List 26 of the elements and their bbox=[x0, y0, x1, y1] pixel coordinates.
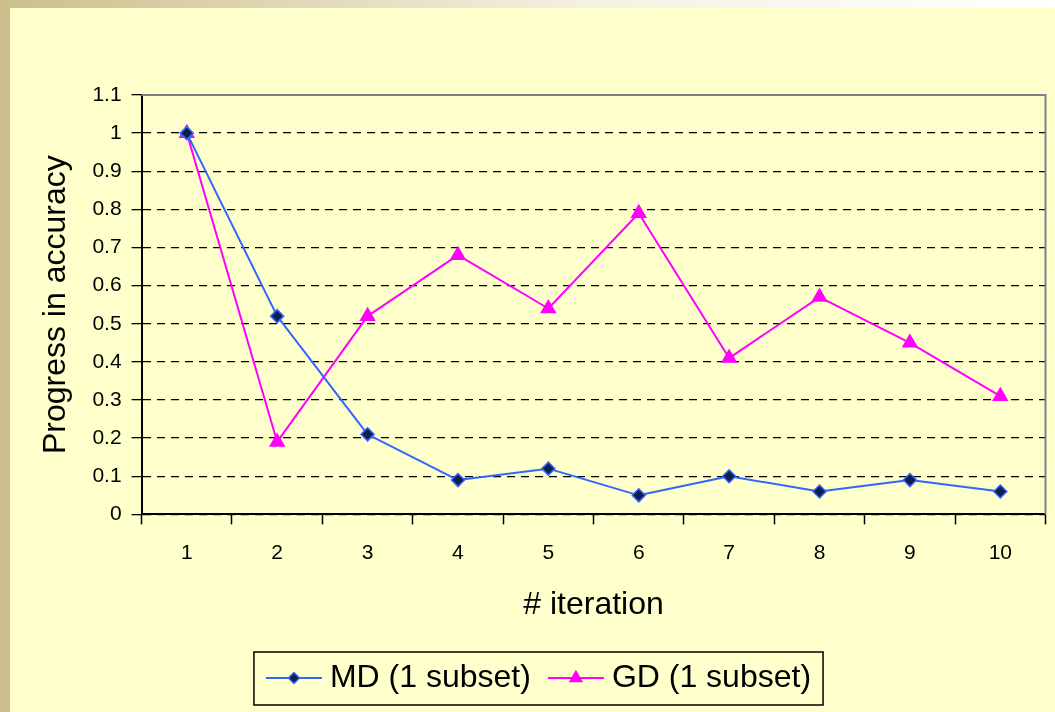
x-tick-label: 10 bbox=[988, 539, 1012, 563]
y-tick-label: 1 bbox=[109, 119, 122, 143]
x-tick-label: 4 bbox=[452, 539, 465, 563]
y-tick-label: 0.6 bbox=[92, 272, 122, 296]
x-tick-label: 6 bbox=[632, 539, 645, 563]
y-tick-label: 0.7 bbox=[92, 234, 122, 258]
y-tick-label: 0.9 bbox=[92, 158, 122, 182]
legend-label: MD (1 subset) bbox=[329, 657, 531, 694]
x-axis-title: # iteration bbox=[523, 584, 664, 621]
x-tick-label: 3 bbox=[361, 539, 374, 563]
y-tick-label: 0 bbox=[109, 501, 122, 525]
y-tick-label: 0.2 bbox=[92, 424, 122, 448]
x-tick-label: 1 bbox=[180, 539, 193, 563]
x-tick-label: 9 bbox=[904, 539, 916, 563]
y-tick-label: 0.8 bbox=[92, 196, 122, 220]
y-tick-label: 0.1 bbox=[92, 463, 122, 487]
x-tick-label: 8 bbox=[813, 539, 826, 563]
y-tick-label: 0.5 bbox=[92, 310, 122, 334]
legend-label: GD (1 subset) bbox=[611, 657, 812, 694]
x-tick-label: 5 bbox=[542, 539, 555, 563]
y-tick-label: 0.4 bbox=[92, 348, 122, 372]
x-tick-label: 7 bbox=[723, 539, 735, 563]
y-tick-label: 0.3 bbox=[92, 386, 122, 410]
x-tick-label: 2 bbox=[271, 539, 284, 563]
y-axis-title: Progress in accuracy bbox=[36, 155, 73, 455]
y-tick-label: 1.1 bbox=[92, 81, 122, 105]
